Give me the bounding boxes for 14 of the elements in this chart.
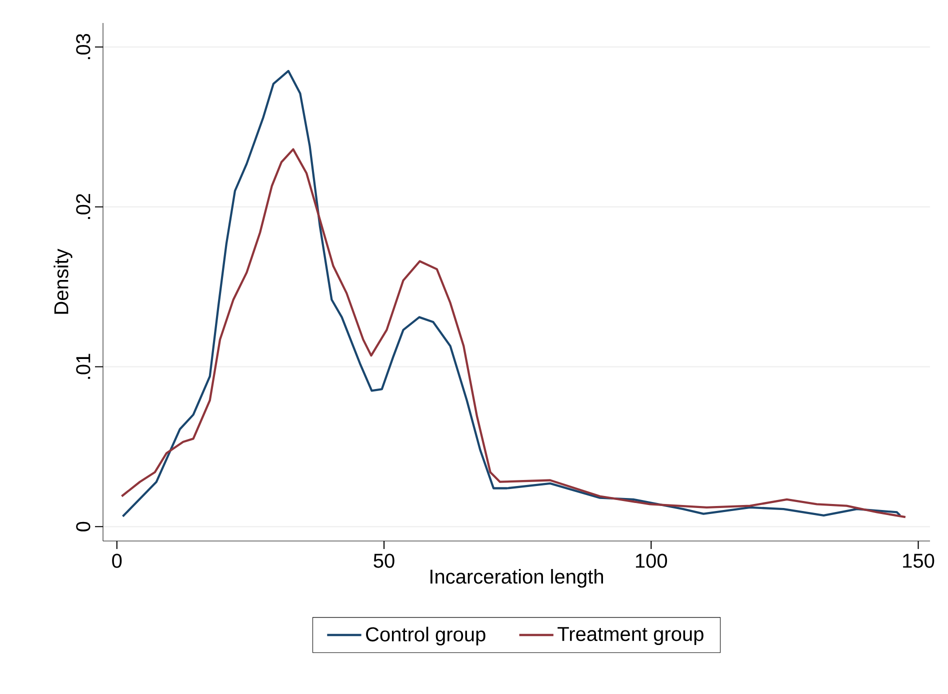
x-axis-title: Incarceration length xyxy=(430,569,604,588)
y-axis-title: Density xyxy=(54,248,72,314)
line-series xyxy=(120,148,907,518)
x-tick-label: 150 xyxy=(903,554,934,568)
line-series xyxy=(122,70,902,518)
x-tick-label: 100 xyxy=(636,554,668,568)
x-tick-label: 50 xyxy=(374,554,394,568)
x-tick-label: 0 xyxy=(112,554,122,568)
legend-label: Treatment group xyxy=(558,627,704,646)
y-tick-label: .03 xyxy=(76,34,90,60)
y-tick-label: .01 xyxy=(76,354,90,379)
y-tick-label: 0 xyxy=(76,522,90,532)
y-tick-label: .02 xyxy=(76,194,90,219)
legend-label: Control group xyxy=(366,626,486,646)
